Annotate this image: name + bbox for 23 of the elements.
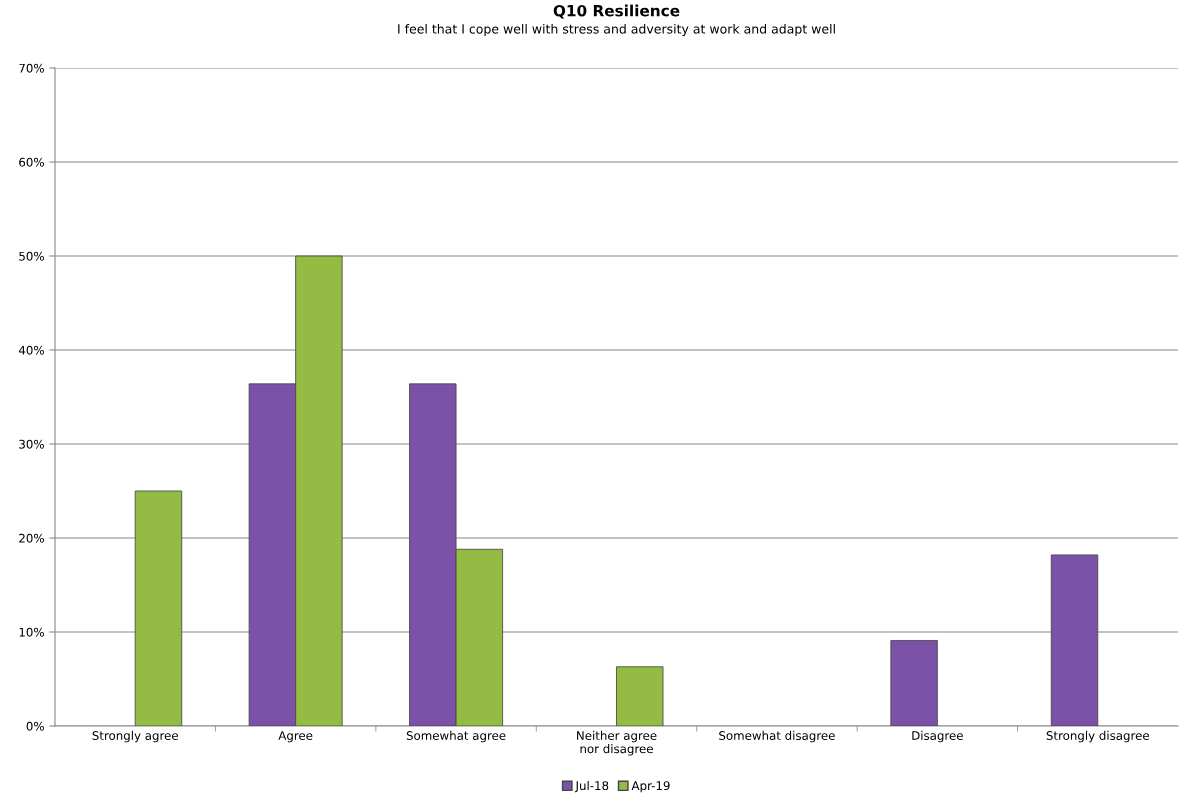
legend-label: Jul-18: [574, 780, 609, 793]
y-tick-label: 10%: [19, 627, 44, 637]
x-tick-label: Agree: [278, 731, 313, 743]
y-tick-label: 50%: [19, 251, 44, 261]
bar: [134, 490, 183, 726]
bar: [890, 640, 938, 726]
y-tick-label: 0%: [26, 721, 44, 731]
chart-title: Q10 Resilience: [553, 4, 680, 19]
x-tick-label: Somewhat agree: [406, 730, 506, 743]
legend-label: Apr-19: [631, 781, 670, 793]
x-tick-label: Somewhat disagree: [719, 730, 835, 743]
bar: [1050, 554, 1099, 726]
y-tick-label: 20%: [19, 533, 44, 543]
x-tick-label: Strongly disagree: [1046, 730, 1149, 743]
x-tick-label: Neither agree nor disagree: [577, 730, 657, 756]
y-tick-label: 70%: [19, 63, 44, 73]
bar: [616, 666, 664, 726]
x-tick-label: Disagree: [912, 730, 963, 743]
chart-subtitle: I feel that I cope well with stress and adversity at work and adapt well: [398, 23, 835, 37]
y-tick-label: 60%: [19, 157, 44, 167]
x-tick-label: Strongly agree: [92, 730, 178, 743]
y-tick-label: 30%: [19, 439, 44, 449]
y-tick-label: 40%: [18, 345, 44, 355]
